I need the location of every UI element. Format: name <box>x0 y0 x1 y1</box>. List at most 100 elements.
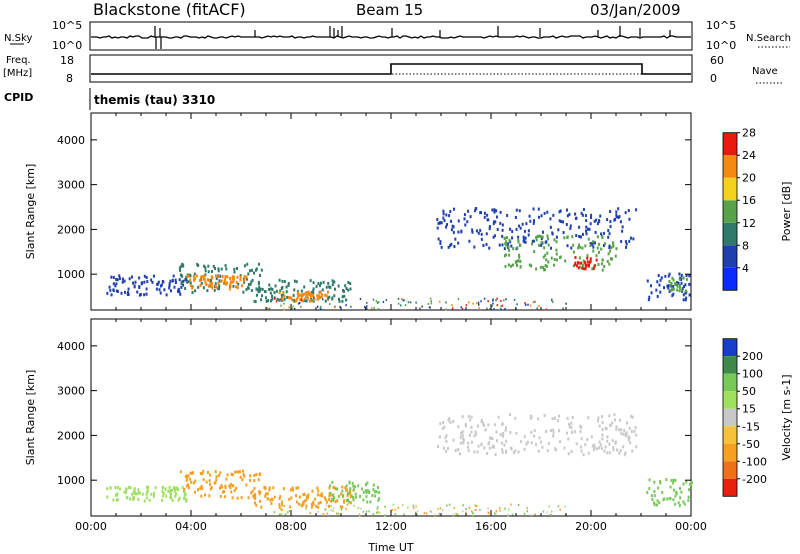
data-cell <box>336 499 339 503</box>
data-cell <box>598 440 601 444</box>
data-cell <box>124 290 127 294</box>
data-cell <box>116 498 119 502</box>
data-cell <box>429 510 432 513</box>
data-cell <box>305 498 308 502</box>
data-cell <box>544 429 547 433</box>
data-cell <box>309 299 312 303</box>
data-cell <box>436 218 439 222</box>
data-cell <box>597 250 600 254</box>
data-cell <box>562 231 565 235</box>
data-cell <box>407 301 410 304</box>
data-cell <box>270 502 273 506</box>
data-cell <box>547 237 550 241</box>
data-cell <box>121 277 124 281</box>
data-cell <box>258 490 261 494</box>
data-cell <box>461 308 464 311</box>
data-cell <box>527 303 529 306</box>
data-cell <box>298 293 301 297</box>
data-cell <box>601 428 604 432</box>
data-cell <box>536 234 539 238</box>
data-cell <box>506 242 509 246</box>
data-cell <box>250 280 253 284</box>
data-cell <box>597 263 600 267</box>
data-cell <box>194 479 197 483</box>
data-cell <box>563 236 566 240</box>
data-cell <box>197 285 200 289</box>
data-cell <box>328 497 331 501</box>
data-cell <box>472 302 474 305</box>
data-cell <box>376 301 379 304</box>
data-cell <box>555 240 558 244</box>
colorbar-segment <box>723 373 737 392</box>
data-cell <box>204 266 207 270</box>
data-cell <box>445 434 448 438</box>
x-tick-label: 00:00 <box>675 520 707 533</box>
data-cell <box>193 278 196 282</box>
data-cell <box>540 243 543 247</box>
data-cell <box>106 487 109 491</box>
data-cell <box>220 279 223 283</box>
data-cell <box>192 471 195 475</box>
data-cell <box>597 416 600 420</box>
data-cell <box>688 282 691 286</box>
data-cell <box>523 435 526 439</box>
data-cell <box>171 278 174 282</box>
data-cell <box>361 487 364 491</box>
data-cell <box>279 298 282 301</box>
data-cell <box>562 220 565 224</box>
data-cell <box>619 448 622 452</box>
data-cell <box>505 426 508 430</box>
data-cell <box>449 420 452 424</box>
data-cell <box>573 430 576 434</box>
data-cell <box>344 486 347 490</box>
data-cell <box>682 482 685 486</box>
data-cell <box>330 508 332 511</box>
data-cell <box>211 281 214 285</box>
data-cell <box>351 481 354 485</box>
data-cell <box>625 242 628 246</box>
data-cell <box>115 493 118 497</box>
data-cell <box>480 418 483 422</box>
data-cell <box>617 215 620 219</box>
data-cell <box>429 306 431 309</box>
data-cell <box>448 503 451 506</box>
data-cell <box>534 513 536 516</box>
data-cell <box>517 235 520 239</box>
data-cell <box>683 502 686 506</box>
data-cell <box>312 502 315 506</box>
data-cell <box>627 435 630 439</box>
data-cell <box>164 487 167 491</box>
data-cell <box>566 244 569 248</box>
data-cell <box>181 263 184 267</box>
data-cell <box>337 512 340 515</box>
data-cell <box>672 478 675 482</box>
data-cell <box>328 505 330 508</box>
data-cell <box>566 416 569 420</box>
data-cell <box>568 212 571 216</box>
data-cell <box>599 214 602 218</box>
data-cell <box>497 415 500 419</box>
data-cell <box>678 284 681 288</box>
data-cell <box>622 445 625 449</box>
data-cell <box>601 258 604 262</box>
data-cell <box>186 280 189 284</box>
data-cell <box>135 492 138 496</box>
data-cell <box>460 306 463 309</box>
data-cell <box>245 277 248 281</box>
data-cell <box>399 304 402 307</box>
data-cell <box>538 436 541 440</box>
data-cell <box>533 429 536 433</box>
data-cell <box>452 419 455 423</box>
data-cell <box>335 512 338 515</box>
data-cell <box>268 488 271 492</box>
data-cell <box>483 297 486 300</box>
data-cell <box>178 266 181 270</box>
data-cell <box>298 301 301 304</box>
data-cell <box>552 434 555 438</box>
data-cell <box>454 449 457 453</box>
data-cell <box>332 499 335 503</box>
data-cell <box>430 302 433 305</box>
data-cell <box>194 276 197 280</box>
data-cell <box>496 304 499 307</box>
data-cell <box>592 249 595 253</box>
